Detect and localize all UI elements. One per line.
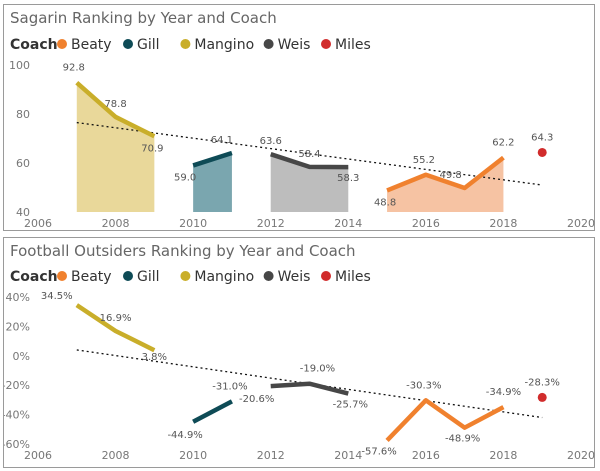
legend-label-miles: Miles: [335, 269, 371, 285]
chart-title: Sagarin Ranking by Year and Coach: [10, 9, 277, 27]
x-tick-label: 2014: [334, 217, 362, 230]
data-label-mangino: 78.8: [104, 99, 126, 110]
legend-title: Coach: [10, 37, 58, 53]
y-tick-label: 60: [16, 157, 30, 170]
legend-label-beaty: Beaty: [71, 37, 112, 53]
data-label-weis: 58.3: [337, 173, 359, 184]
x-tick-label: 2016: [412, 449, 440, 462]
series-line-mangino: [75, 80, 156, 139]
x-tick-label: 2008: [102, 449, 130, 462]
data-label-gill: -31.0%: [212, 381, 247, 392]
legend-marker-weis: [263, 39, 274, 49]
y-tick-label: 100: [9, 59, 30, 72]
chart-title: Football Outsiders Ranking by Year and C…: [10, 242, 356, 260]
legend-label-beaty: Beaty: [71, 269, 112, 285]
football-outsiders-chart-panel: Football Outsiders Ranking by Year and C…: [3, 237, 595, 468]
series-line-beaty: [386, 155, 505, 193]
legend-label-gill: Gill: [137, 269, 160, 285]
x-tick-label: 2010: [179, 217, 207, 230]
legend-marker-gill: [123, 39, 133, 49]
football-outsiders-chart: Football Outsiders Ranking by Year and C…: [4, 242, 595, 462]
y-tick-label: -60%: [4, 438, 30, 451]
legend-label-miles: Miles: [335, 37, 371, 53]
legend-label-mangino: Mangino: [194, 37, 254, 53]
legend-marker-weis: [263, 271, 274, 281]
x-tick-label: 2016: [412, 217, 440, 230]
x-tick-label: 2014: [334, 449, 362, 462]
x-tick-label: 2006: [24, 449, 52, 462]
legend-marker-miles: [321, 39, 331, 49]
x-tick-label: 2008: [102, 217, 130, 230]
data-label-weis: 63.6: [260, 136, 282, 147]
x-tick-label: 2012: [257, 217, 285, 230]
data-label-mangino: 34.5%: [41, 291, 73, 302]
data-label-beaty: -57.6%: [361, 446, 396, 457]
data-label-beaty: 49.8: [440, 170, 462, 181]
data-label-gill: -44.9%: [167, 430, 202, 441]
data-label-weis: 58.4: [298, 149, 320, 160]
data-label-mangino: 3.8%: [142, 352, 167, 363]
y-tick-label: 40: [16, 206, 30, 219]
x-tick-label: 2018: [489, 449, 517, 462]
data-label-gill: 64.1: [211, 135, 233, 146]
series-line-mangino: [75, 303, 156, 353]
x-tick-label: 2020: [567, 217, 595, 230]
x-tick-label: 2012: [257, 449, 285, 462]
data-label-mangino: 70.9: [141, 143, 163, 154]
x-tick-label: 2018: [489, 217, 517, 230]
data-label-weis: -25.7%: [333, 400, 368, 411]
series-line-gill: [192, 399, 233, 424]
data-label-miles: -28.3%: [525, 377, 560, 388]
trendline: [76, 121, 543, 186]
data-label-beaty: -34.9%: [486, 387, 521, 398]
data-label-beaty: -48.9%: [445, 434, 480, 445]
data-label-mangino: 16.9%: [100, 313, 132, 324]
series-line-weis: [270, 381, 349, 396]
series-line-weis: [270, 152, 349, 170]
point-miles: [537, 392, 547, 402]
legend-label-weis: Weis: [278, 269, 311, 285]
y-tick-label: 80: [16, 108, 30, 121]
legend-label-weis: Weis: [278, 37, 311, 53]
data-label-weis: -19.0%: [300, 364, 335, 375]
data-label-weis: -20.6%: [239, 394, 274, 405]
legend-label-gill: Gill: [137, 37, 160, 53]
area-mangino: [76, 82, 155, 212]
legend-marker-mangino: [180, 271, 191, 281]
legend-marker-miles: [321, 271, 331, 281]
legend-label-mangino: Mangino: [194, 269, 254, 285]
data-label-beaty: -30.3%: [406, 380, 441, 391]
y-tick-label: 20%: [6, 320, 30, 333]
y-tick-label: -40%: [4, 409, 30, 422]
data-label-gill: 59.0: [174, 172, 196, 183]
data-label-beaty: 55.2: [413, 155, 435, 166]
legend-marker-beaty: [57, 39, 67, 49]
point-miles: [537, 147, 547, 157]
y-tick-label: 40%: [6, 291, 30, 304]
x-tick-label: 2006: [24, 217, 52, 230]
legend-title: Coach: [10, 269, 58, 285]
sagarin-chart: Sagarin Ranking by Year and Coach Coach Be…: [9, 9, 595, 230]
legend-marker-gill: [123, 271, 133, 281]
sagarin-chart-panel: Sagarin Ranking by Year and Coach Coach Be…: [3, 4, 595, 231]
legend-marker-beaty: [57, 271, 67, 281]
area-gill: [193, 152, 232, 212]
series-line-beaty: [385, 398, 505, 443]
series-line-gill: [192, 150, 233, 168]
y-tick-label: -20%: [4, 379, 30, 392]
legend-marker-mangino: [180, 39, 191, 49]
y-tick-label: 0%: [13, 350, 30, 363]
data-label-beaty: 48.8: [374, 197, 396, 208]
data-label-mangino: 92.8: [63, 63, 85, 74]
data-label-miles: 64.3: [531, 132, 553, 143]
area-beaty: [387, 157, 504, 212]
x-tick-label: 2020: [567, 449, 595, 462]
x-tick-label: 2010: [179, 449, 207, 462]
data-label-beaty: 62.2: [492, 138, 514, 149]
